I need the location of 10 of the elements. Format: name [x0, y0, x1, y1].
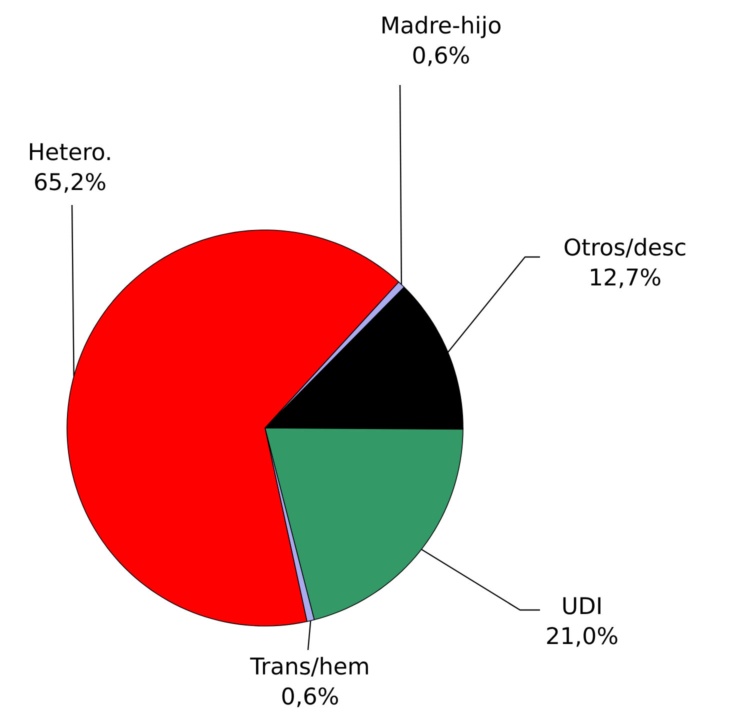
data-label: 0,6% — [282, 687, 338, 708]
data-label: 0,6% — [413, 46, 469, 66]
data-label: 21,0% — [547, 626, 618, 647]
data-label: 12,7% — [591, 268, 660, 288]
slice-label: Madre-hijo — [382, 16, 500, 38]
data-label: 65,2% — [35, 172, 106, 193]
slice-label: Hetero. — [30, 143, 110, 160]
slice-label: Otros/desc — [564, 238, 686, 258]
slice-label: UDI — [563, 597, 600, 614]
slice-label: Trans/hem — [250, 656, 368, 677]
